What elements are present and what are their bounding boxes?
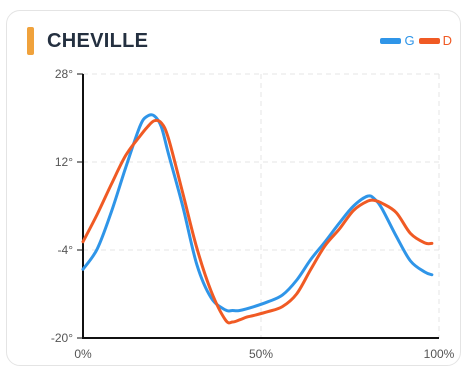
series-line-d bbox=[81, 118, 434, 325]
y-tick-label-1: 12° bbox=[55, 155, 73, 169]
chart-card: CHEVILLE G D 28° 12° -4° -20° 0% 50% 100% bbox=[6, 10, 461, 366]
legend-label-d: D bbox=[442, 33, 452, 48]
y-tick-label-0: 28° bbox=[55, 67, 73, 81]
title-accent-bar bbox=[27, 27, 34, 55]
legend-item-g: G bbox=[380, 33, 415, 49]
legend-swatch-g bbox=[380, 38, 402, 44]
x-tick-label-0: 0% bbox=[74, 347, 92, 361]
line-chart: 28° 12° -4° -20°0% 50% 100% bbox=[51, 67, 455, 361]
y-tick-label-3: -20° bbox=[51, 331, 73, 345]
x-tick-label-2: 100% bbox=[424, 347, 455, 361]
legend-item-d: D bbox=[418, 33, 452, 49]
legend-label-g: G bbox=[404, 33, 415, 48]
y-tick-label-2: -4° bbox=[58, 243, 74, 257]
chart-legend: G D bbox=[380, 33, 452, 49]
legend-swatch-d bbox=[418, 38, 440, 44]
chart-title: CHEVILLE bbox=[47, 30, 149, 52]
x-tick-label-1: 50% bbox=[249, 347, 273, 361]
